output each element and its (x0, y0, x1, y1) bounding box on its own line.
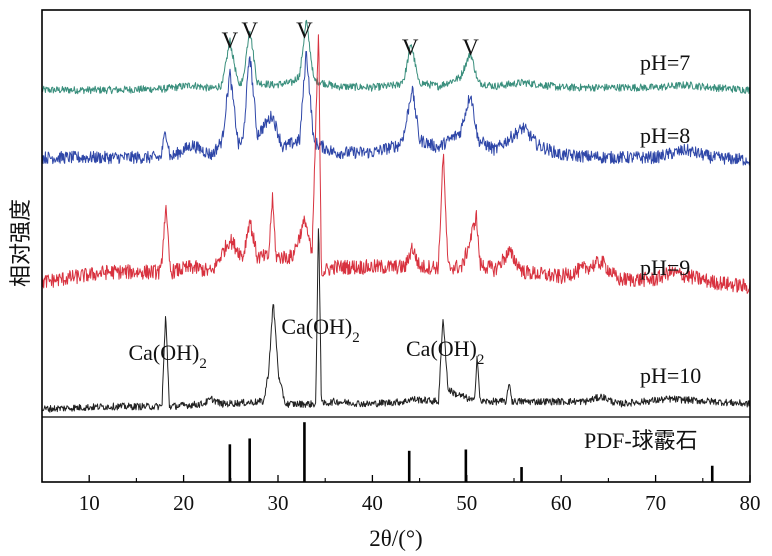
series-label: pH=7 (640, 50, 690, 75)
x-tick-label: 10 (79, 491, 100, 515)
vaterite-peak-marker: V (296, 18, 313, 43)
series-line-ph-10 (41, 228, 751, 413)
series-label: pH=8 (640, 123, 690, 148)
vaterite-peak-marker: V (402, 35, 419, 60)
series-label: pH=10 (640, 363, 701, 388)
vaterite-peak-marker: V (241, 18, 258, 43)
series-line-ph-8 (41, 51, 751, 166)
x-tick-label: 40 (362, 491, 383, 515)
series-line-ph-9 (41, 34, 751, 294)
x-axis-label: 2θ/(°) (369, 526, 422, 551)
vaterite-peak-marker: V (462, 35, 479, 60)
x-tick-label: 80 (740, 491, 761, 515)
x-tick-label: 70 (645, 491, 666, 515)
plot-frame (41, 9, 751, 483)
x-tick-label: 50 (456, 491, 477, 515)
x-tick-label: 20 (173, 491, 194, 515)
vaterite-peak-marker: V (222, 28, 239, 53)
series-line-ph-7 (41, 19, 751, 95)
trace-layer: pH=7 pH=8 pH=9 pH=10 (41, 19, 751, 413)
reference-pattern-layer: PDF-球霰石 (42, 416, 750, 482)
y-axis-label: 相对强度 (9, 199, 34, 287)
reference-label: PDF-球霰石 (584, 428, 698, 453)
axes-layer: 10 20 30 40 50 60 70 80 (41, 9, 761, 515)
x-tick-label: 30 (268, 491, 289, 515)
series-label: pH=9 (640, 255, 690, 280)
x-tick-label: 60 (551, 491, 572, 515)
